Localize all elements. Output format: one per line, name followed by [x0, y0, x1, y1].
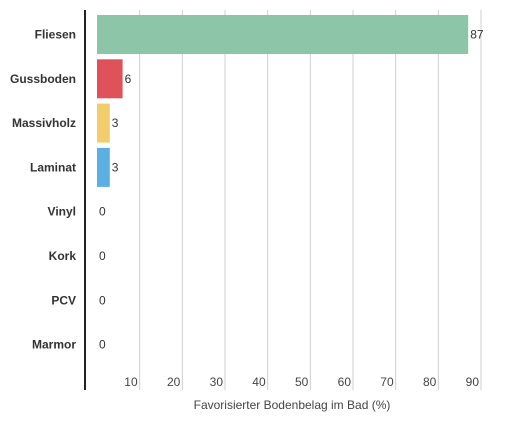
x-tick-label: 30	[210, 375, 224, 389]
bar	[97, 59, 123, 99]
value-labels: 87 6 3 3 0 0 0 0	[99, 28, 484, 352]
category-label: Massivholz	[12, 116, 76, 130]
value-label: 6	[125, 72, 132, 86]
value-label: 0	[99, 205, 106, 219]
bar	[97, 15, 469, 54]
value-label: 0	[99, 293, 106, 307]
category-label: PCV	[51, 293, 76, 307]
category-label: Gussboden	[10, 72, 76, 86]
x-tick-label: 50	[295, 375, 309, 389]
x-tick-label: 90	[466, 375, 480, 389]
value-label: 0	[99, 249, 106, 263]
tick-labels: 10 20 30 40 50 60 70 80 90	[124, 375, 479, 389]
x-tick-label: 20	[167, 375, 181, 389]
value-label: 3	[112, 116, 119, 130]
value-label: 87	[470, 28, 484, 42]
value-label: 0	[99, 338, 106, 352]
x-tick-label: 40	[252, 375, 266, 389]
category-label: Vinyl	[48, 205, 76, 219]
category-label: Marmor	[32, 338, 76, 352]
x-tick-label: 10	[124, 375, 138, 389]
x-tick-label: 80	[423, 375, 437, 389]
bars-group	[97, 15, 469, 187]
bar	[97, 147, 110, 187]
x-axis-title: Favorisierter Bodenbelag im Bad (%)	[194, 398, 391, 412]
grid-lines	[139, 10, 482, 390]
category-label: Laminat	[30, 160, 76, 174]
value-label: 3	[112, 160, 119, 174]
x-tick-label: 60	[338, 375, 352, 389]
category-label: Kork	[49, 249, 77, 263]
bar	[97, 103, 110, 143]
category-label: Fliesen	[35, 28, 76, 42]
category-labels: Fliesen Gussboden Massivholz Laminat Vinyl Ko…	[10, 28, 76, 352]
x-tick-label: 70	[380, 375, 394, 389]
